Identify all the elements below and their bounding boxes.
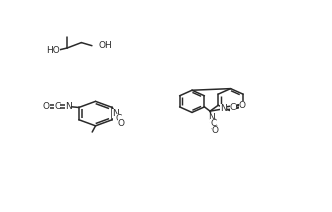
Text: HO: HO (46, 46, 60, 55)
Text: N: N (65, 102, 71, 111)
Text: C: C (210, 120, 217, 128)
Text: O: O (43, 102, 50, 111)
Text: C: C (229, 103, 236, 112)
Text: O: O (118, 119, 125, 128)
Text: O: O (212, 126, 219, 135)
Text: O: O (239, 101, 246, 110)
Text: C: C (54, 102, 60, 111)
Text: C: C (115, 114, 122, 123)
Text: N: N (220, 104, 227, 113)
Text: N: N (208, 113, 215, 122)
Text: OH: OH (99, 41, 113, 50)
Text: N: N (112, 109, 119, 118)
